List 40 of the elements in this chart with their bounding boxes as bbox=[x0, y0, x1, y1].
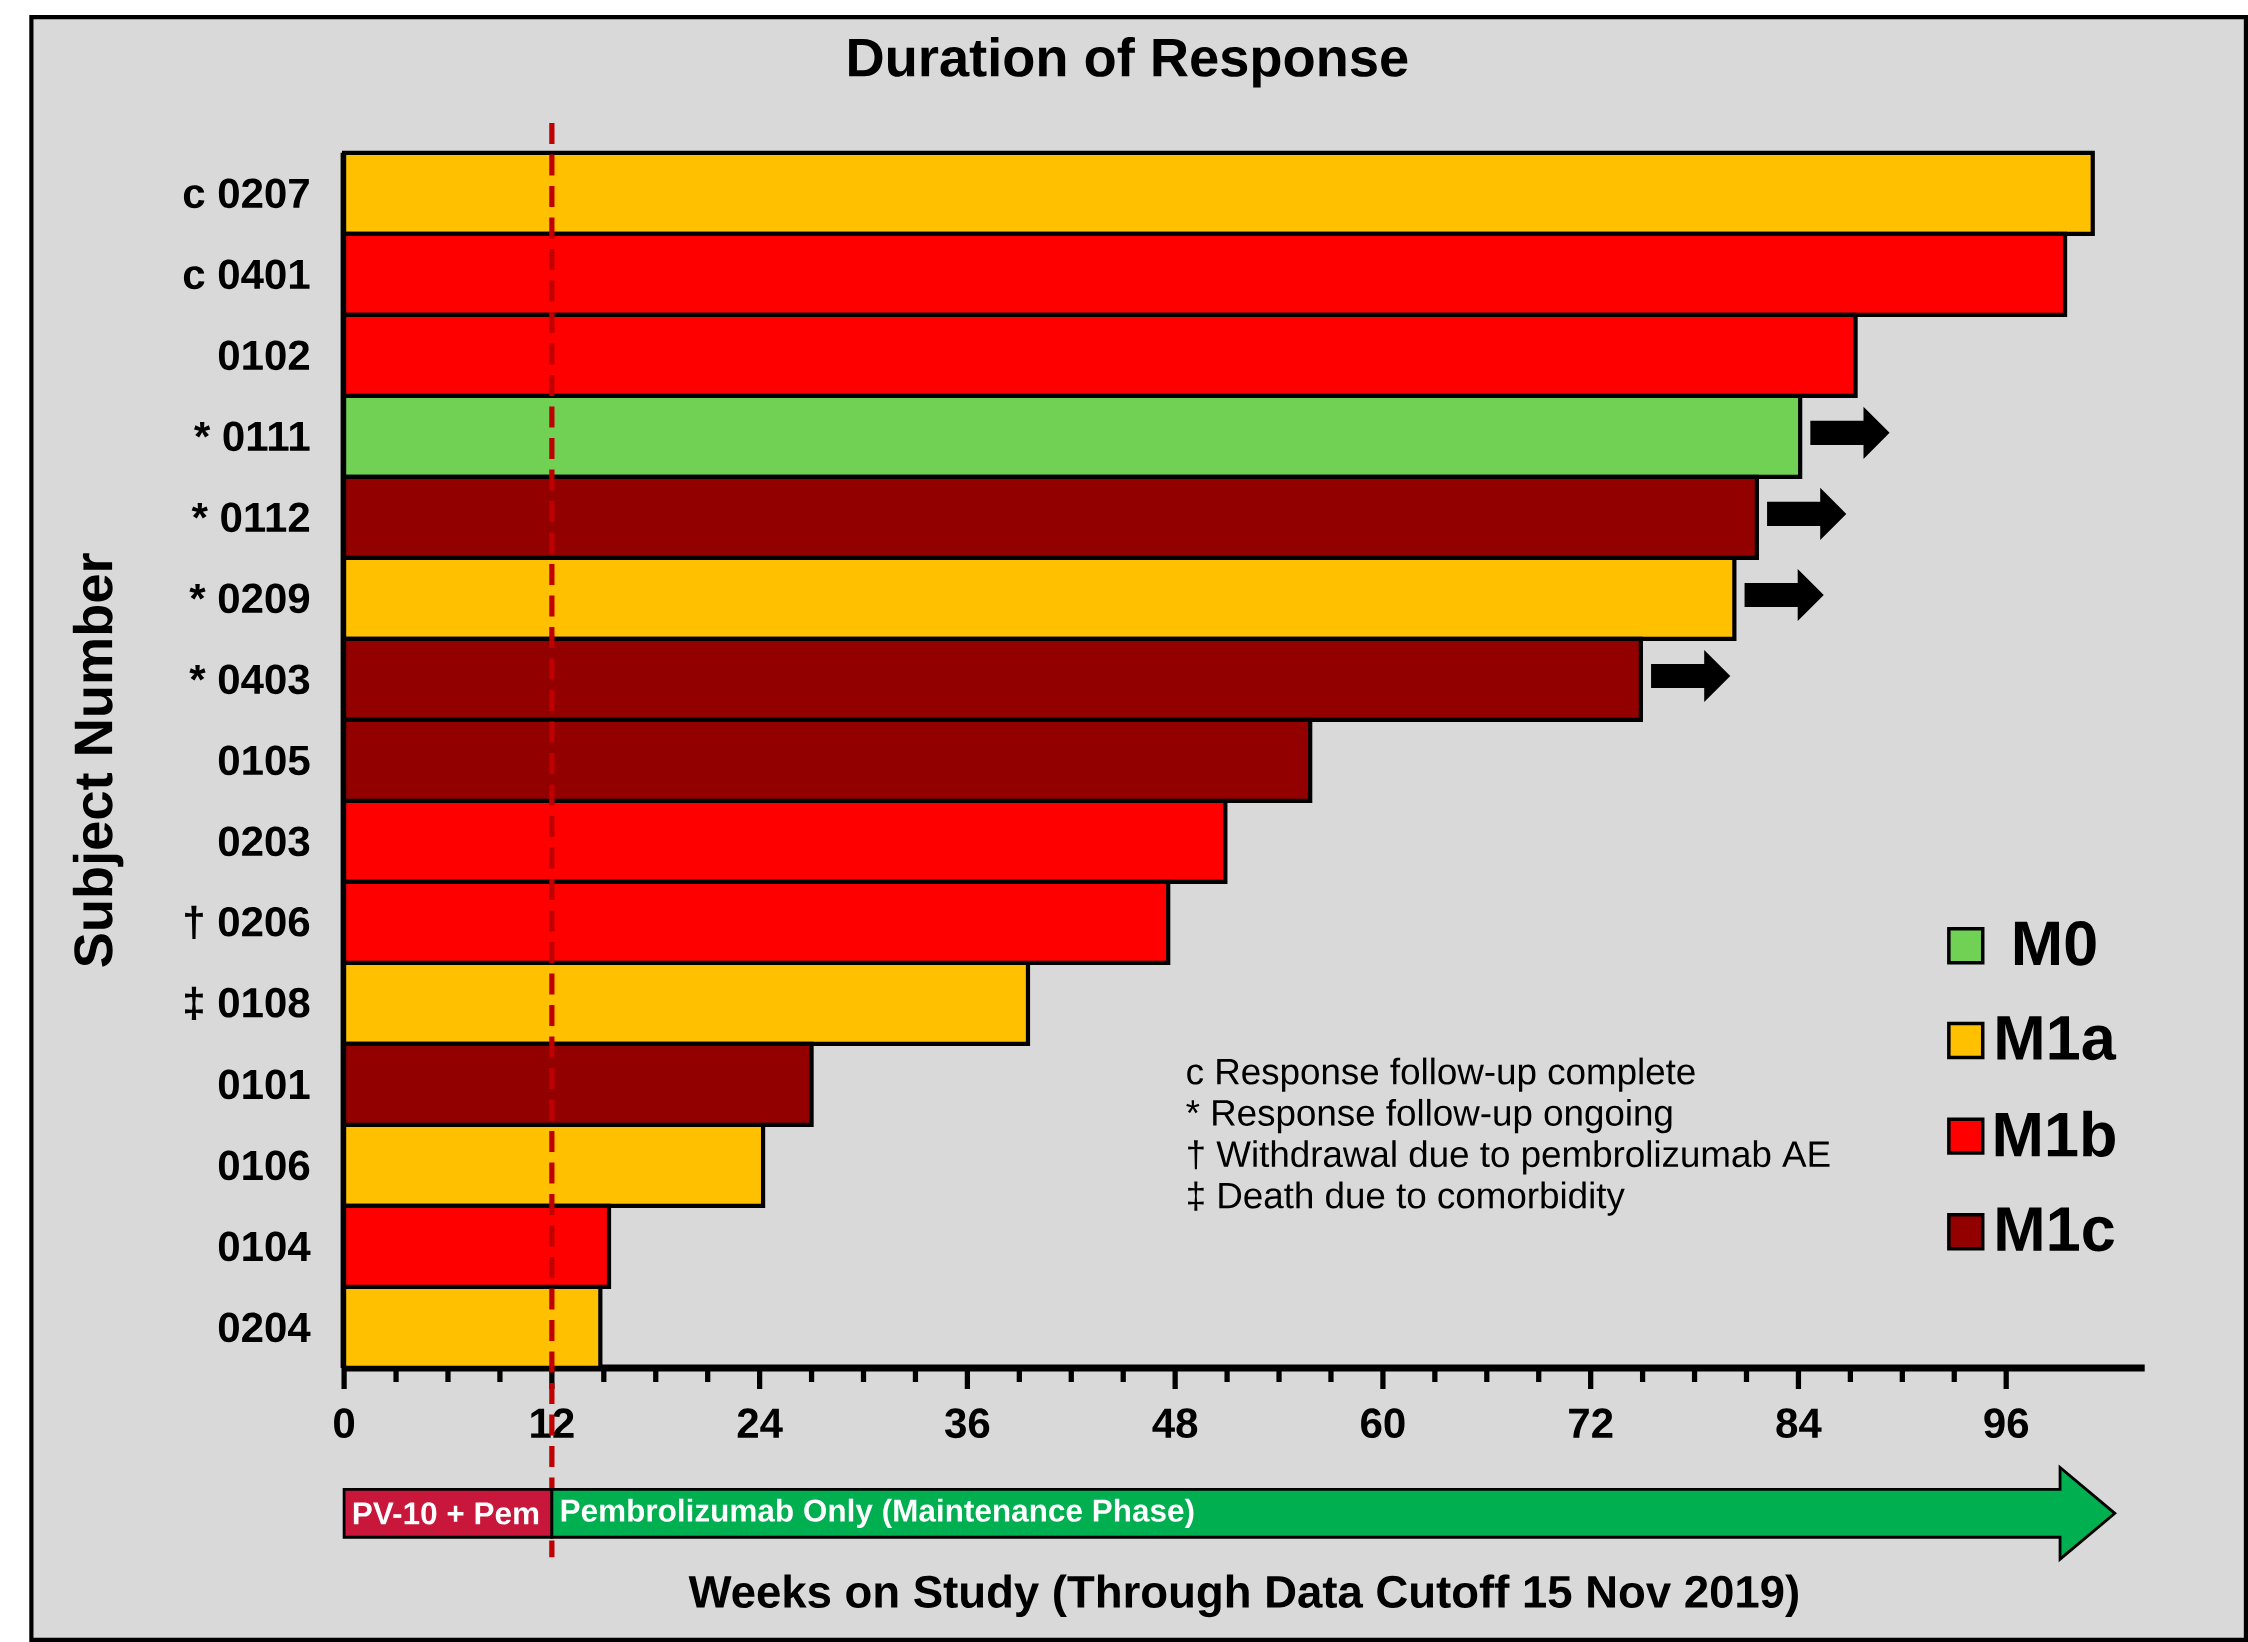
y-tick-label: * 0403 bbox=[189, 664, 310, 695]
chart-title: Duration of Response bbox=[849, 37, 1408, 88]
x-tick-label: 48 bbox=[1152, 1408, 1198, 1439]
x-tick-label: 72 bbox=[1569, 1408, 1613, 1438]
annotation: ➡ bbox=[1651, 649, 1731, 702]
x-tick-label: 36 bbox=[945, 1408, 990, 1439]
y-tick-label: † 0206 bbox=[185, 905, 310, 940]
y-tick-label: 0106 bbox=[218, 1150, 310, 1181]
y-tick-label: 0203 bbox=[218, 826, 310, 857]
y-tick-label: 0105 bbox=[218, 745, 310, 776]
y-tick-label: ‡ 0108 bbox=[185, 986, 310, 1021]
annotation: * Response follow-up ongoing bbox=[1186, 1098, 1672, 1134]
annotation: ➡ bbox=[1810, 406, 1890, 459]
annotation: ‡ Death due to comorbidity bbox=[1188, 1181, 1625, 1216]
y-tick-label: c 0207 bbox=[183, 178, 309, 209]
y-tick-label: * 0112 bbox=[191, 502, 310, 533]
x-tick-label: 24 bbox=[737, 1408, 783, 1438]
legend-label: M1a bbox=[1997, 1016, 2117, 1061]
x-tick-label: 96 bbox=[1984, 1408, 2029, 1439]
y-tick-label: c 0401 bbox=[183, 259, 310, 290]
legend-label: M1b bbox=[1995, 1110, 2115, 1157]
x-tick-label: 84 bbox=[1776, 1408, 1822, 1439]
x-tick-label: 60 bbox=[1361, 1408, 1405, 1439]
annotation: † Withdrawal due to pembrolizumab AE bbox=[1188, 1140, 1830, 1175]
legend-label: M1c bbox=[1997, 1207, 2114, 1252]
y-tick-label: 0102 bbox=[218, 340, 310, 371]
y-tick-label: 0104 bbox=[218, 1231, 311, 1262]
y-axis-title: Subject Number bbox=[72, 553, 124, 967]
y-tick-label: 0204 bbox=[218, 1312, 311, 1343]
annotation: ➡ bbox=[1767, 487, 1847, 540]
y-tick-label: * 0209 bbox=[189, 583, 310, 614]
text: Pembrolizumab Only (Maintenance Phase) bbox=[561, 1498, 1194, 1529]
text: PV-10 + Pem bbox=[353, 1502, 539, 1525]
x-axis-title: Weeks on Study (Through Data Cutoff 15 Nov 2019) bbox=[688, 1574, 1798, 1618]
y-tick-label: 0101 bbox=[218, 1069, 310, 1100]
legend-label: M0 bbox=[2014, 921, 2096, 966]
annotation: c Response follow-up complete bbox=[1187, 1057, 1695, 1092]
annotation: ➡ bbox=[1744, 568, 1824, 621]
y-tick-label: * 0111 bbox=[194, 421, 310, 452]
x-tick-label: 0 bbox=[334, 1408, 355, 1439]
